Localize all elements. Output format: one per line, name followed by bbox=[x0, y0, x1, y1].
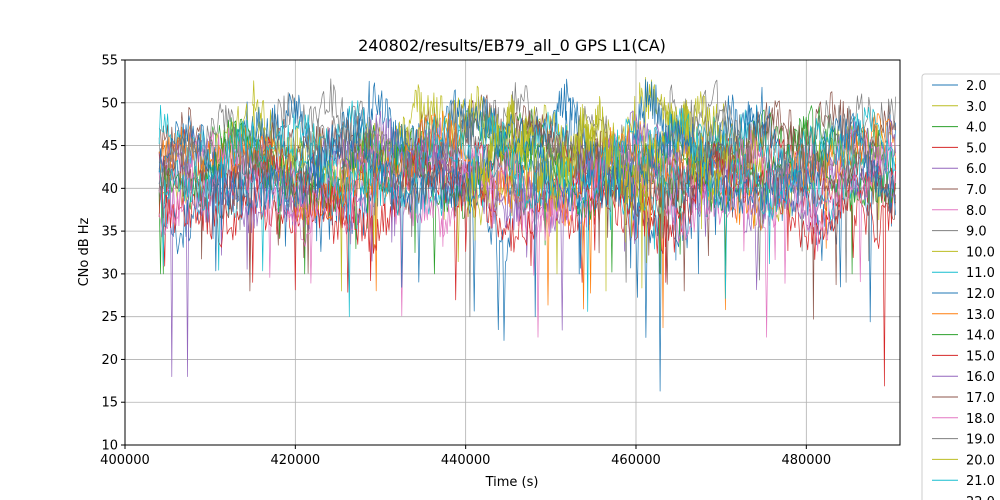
y-tick-label: 15 bbox=[101, 396, 118, 411]
legend-label-8.0: 8.0 bbox=[966, 204, 987, 219]
y-tick-label: 25 bbox=[101, 310, 118, 325]
x-axis-label: Time (s) bbox=[485, 475, 539, 490]
legend-label-14.0: 14.0 bbox=[966, 329, 995, 344]
legend-label-19.0: 19.0 bbox=[966, 433, 995, 448]
legend-label-15.0: 15.0 bbox=[966, 349, 995, 364]
series-line-12.0 bbox=[243, 78, 790, 275]
legend-label-12.0: 12.0 bbox=[966, 287, 995, 302]
legend-label-17.0: 17.0 bbox=[966, 391, 995, 406]
legend-label-13.0: 13.0 bbox=[966, 308, 995, 323]
y-tick-label: 50 bbox=[101, 96, 118, 111]
legend-label-20.0: 20.0 bbox=[966, 453, 995, 468]
y-axis-label: CNo dB Hz bbox=[77, 217, 92, 286]
y-axis: 10 15 20 25 30 35 40 45 50 55 bbox=[101, 54, 125, 454]
y-tick-label: 30 bbox=[101, 267, 118, 282]
y-tick-label: 40 bbox=[101, 182, 118, 197]
y-tick-label: 10 bbox=[101, 439, 118, 454]
legend-label-5.0: 5.0 bbox=[966, 141, 987, 156]
chart-title: 240802/results/EB79_all_0 GPS L1(CA) bbox=[358, 36, 666, 56]
x-axis: 400000 420000 440000 460000 480000 bbox=[100, 445, 831, 468]
legend-label-9.0: 9.0 bbox=[966, 225, 987, 240]
legend-label-7.0: 7.0 bbox=[966, 183, 987, 198]
series-lines bbox=[158, 77, 897, 392]
legend-label-6.0: 6.0 bbox=[966, 162, 987, 177]
legend-label-22.0: 22.0 bbox=[966, 495, 995, 500]
legend-label-11.0: 11.0 bbox=[966, 266, 995, 281]
x-tick-label: 440000 bbox=[441, 453, 491, 468]
y-tick-label: 55 bbox=[101, 54, 118, 69]
legend-label-4.0: 4.0 bbox=[966, 121, 987, 136]
legend-label-21.0: 21.0 bbox=[966, 474, 995, 489]
x-tick-label: 480000 bbox=[781, 453, 831, 468]
legend-label-18.0: 18.0 bbox=[966, 412, 995, 427]
y-tick-label: 35 bbox=[101, 225, 118, 240]
y-tick-label: 45 bbox=[101, 139, 118, 154]
legend-label-2.0: 2.0 bbox=[966, 79, 987, 94]
x-tick-label: 420000 bbox=[271, 453, 321, 468]
x-tick-label: 460000 bbox=[611, 453, 661, 468]
legend-label-16.0: 16.0 bbox=[966, 370, 995, 385]
legend-label-10.0: 10.0 bbox=[966, 245, 995, 260]
plot-frame bbox=[124, 59, 901, 446]
series-line-22.0 bbox=[158, 108, 897, 318]
legend-label-3.0: 3.0 bbox=[966, 100, 987, 115]
legend-box bbox=[921, 73, 1000, 500]
y-tick-label: 20 bbox=[101, 353, 118, 368]
legend: 2.0 3.0 4.0 5.0 6.0 7.0 8.0 9.0 10.0 11.0 12.0 13.0… bbox=[921, 73, 1000, 500]
series-line-17.0 bbox=[158, 100, 897, 292]
series-line-21.0 bbox=[158, 106, 896, 318]
series-line-9.0 bbox=[158, 78, 897, 318]
x-tick-label: 400000 bbox=[100, 453, 150, 468]
